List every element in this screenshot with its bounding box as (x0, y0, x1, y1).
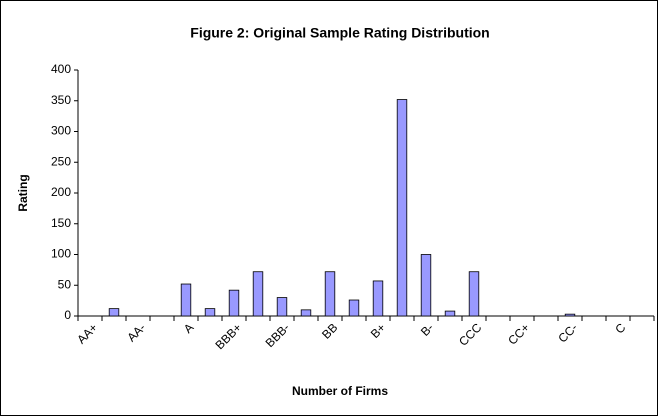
bar (372, 280, 384, 317)
bar (324, 271, 336, 317)
bar (228, 289, 240, 317)
bar (468, 271, 480, 317)
y-tick-label: 350 (51, 93, 71, 107)
bar (396, 99, 408, 317)
bar (300, 309, 312, 317)
y-tick-label: 50 (58, 277, 72, 291)
y-tick-label: 250 (51, 154, 71, 168)
y-tick-label: 150 (51, 216, 71, 230)
bar (420, 254, 432, 317)
x-axis-title: Number of Firms (292, 384, 388, 398)
y-tick-label: 0 (64, 308, 71, 322)
bar (180, 283, 192, 317)
y-tick-label: 100 (51, 247, 71, 261)
bar (348, 299, 360, 317)
bar (276, 297, 288, 317)
bar (252, 271, 264, 317)
y-axis-title: Rating (16, 174, 30, 211)
chart-title: Figure 2: Original Sample Rating Distrib… (190, 25, 489, 41)
bar (204, 308, 216, 317)
y-tick-label: 200 (51, 185, 71, 199)
bar (444, 310, 456, 317)
bar (564, 313, 576, 317)
y-tick-label: 400 (51, 62, 71, 76)
y-tick-label: 300 (51, 124, 71, 138)
bar (108, 308, 120, 317)
